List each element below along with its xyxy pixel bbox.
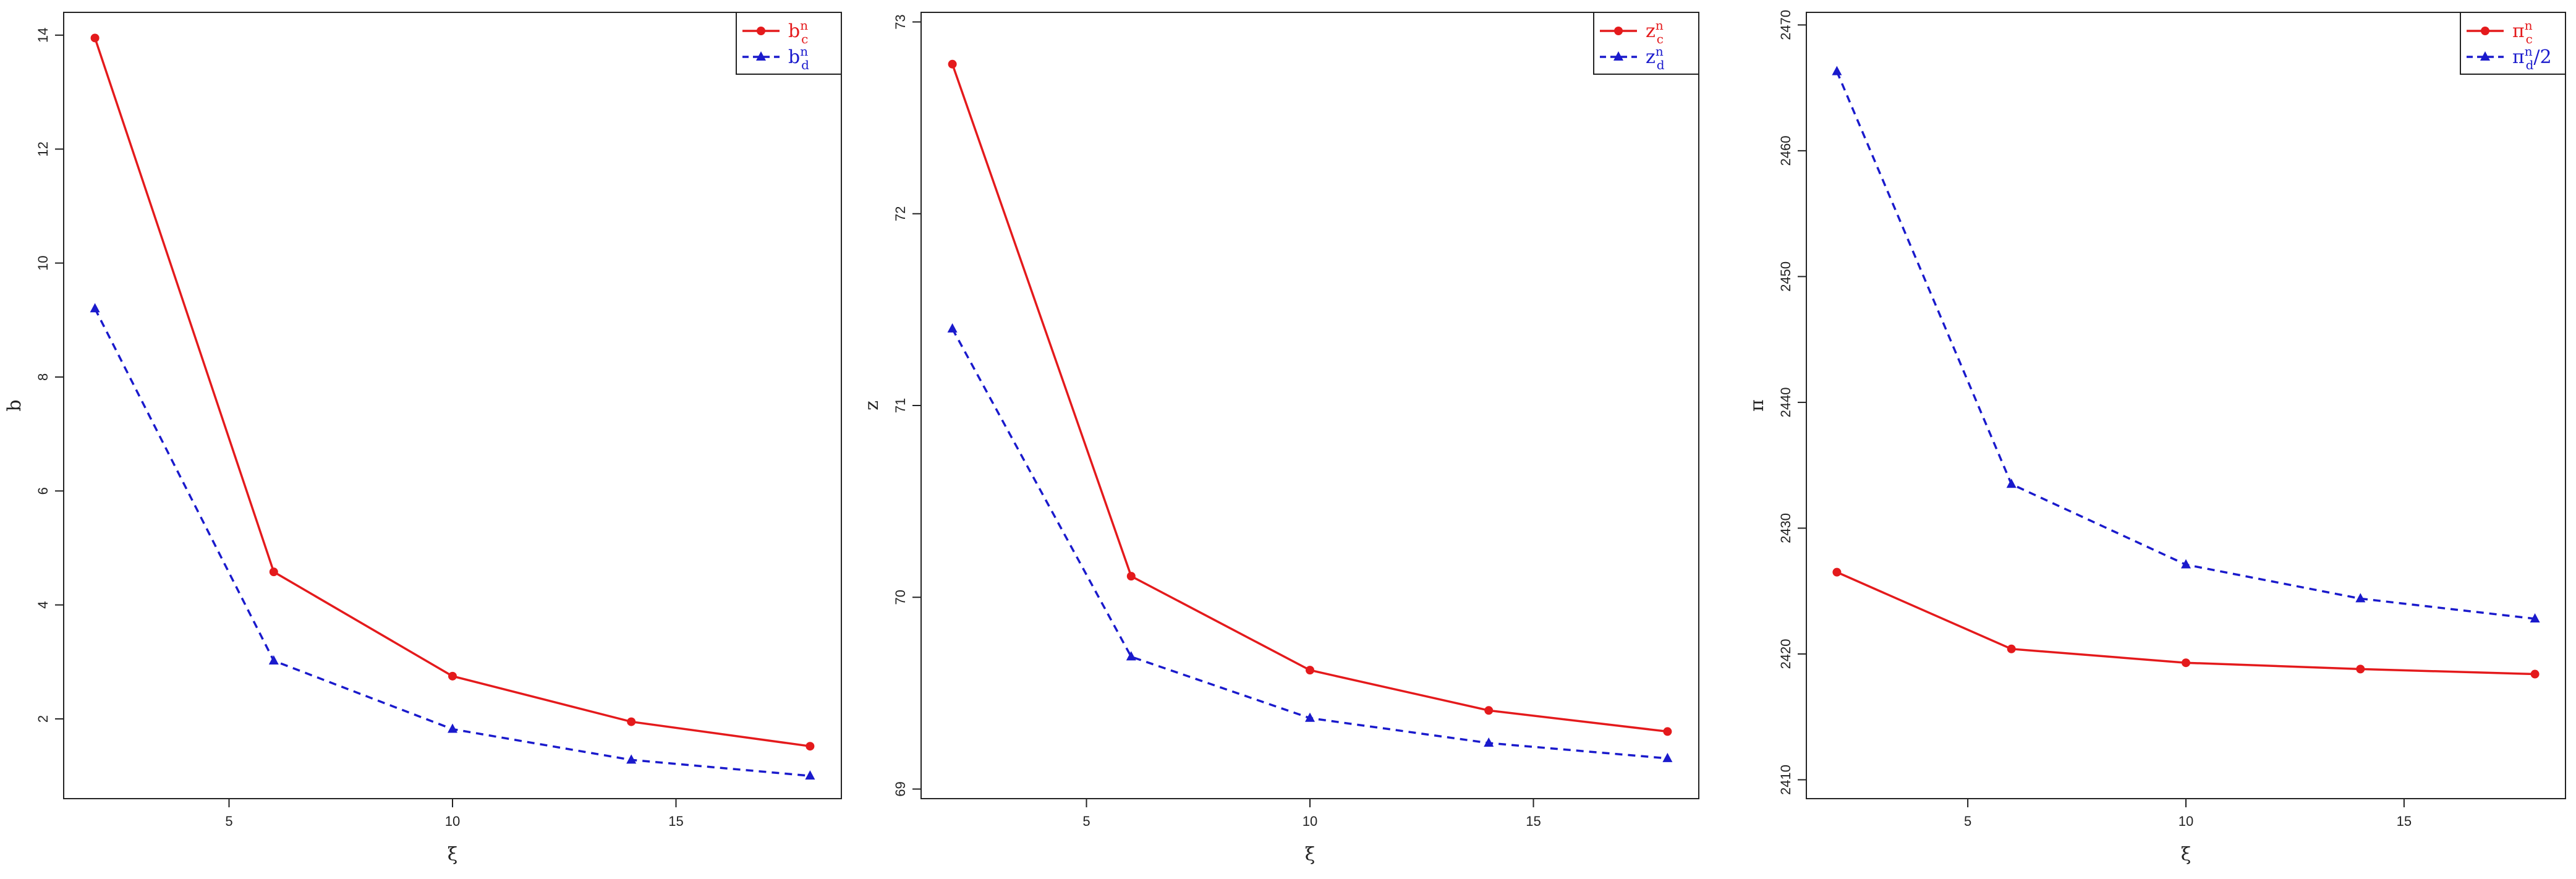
y-tick-label: 2 [35, 715, 51, 723]
series-line-2 [94, 308, 810, 777]
y-tick-label: 6 [35, 487, 51, 495]
chart-panel-3: 5 10 15 2410 2420 2430 2440 2450 2460 2470 ξ π πn cπn… [1746, 10, 2566, 865]
legend: bn cbn d [736, 12, 842, 75]
data-point [626, 754, 637, 764]
x-axis-title: ξ [448, 844, 458, 865]
x-tick-label: 15 [1526, 813, 1541, 829]
y-tick-label: 71 [893, 398, 908, 413]
y-tick-label: 2430 [1778, 513, 1793, 543]
legend-label: zn c [1646, 18, 1664, 46]
data-point [1126, 651, 1136, 661]
legend-box [736, 12, 842, 75]
data-point [2182, 658, 2190, 668]
data-point [1832, 567, 1842, 577]
legend: πn cπn d/2 [2460, 12, 2566, 75]
data-point [2006, 478, 2017, 488]
legend-label: bn d [788, 44, 809, 72]
y-tick-label: 69 [893, 781, 908, 796]
chart-panel-1: 5 10 15 2 4 6 8 10 12 14 ξ b bn cbn d [4, 12, 842, 865]
data-point [947, 323, 958, 333]
y-tick-label: 2420 [1778, 639, 1793, 669]
y-tick-label: 2460 [1778, 135, 1793, 166]
legend-marker [1614, 27, 1623, 35]
y-tick-label: 10 [35, 255, 51, 270]
y-axis-title: π [1746, 399, 1768, 412]
x-axis-title: ξ [2181, 844, 2191, 865]
legend-box [2460, 12, 2566, 75]
x-tick-label: 5 [1964, 813, 1971, 829]
data-point [2007, 644, 2016, 653]
y-tick-label: 2470 [1778, 10, 1793, 40]
data-point [806, 742, 815, 751]
y-tick-label: 73 [893, 14, 908, 29]
y-tick-label: 14 [35, 28, 51, 43]
y-tick-label: 2410 [1778, 765, 1793, 795]
series-line-1 [93, 37, 810, 747]
legend-label: bn c [788, 18, 808, 46]
data-point [90, 303, 100, 313]
y-tick-label: 72 [893, 206, 908, 221]
data-point [1305, 712, 1315, 722]
data-point [2530, 669, 2540, 679]
legend-marker [2481, 27, 2489, 35]
x-tick-label: 15 [668, 813, 683, 829]
data-point [1484, 706, 1494, 715]
y-tick-label: 2450 [1778, 261, 1793, 292]
data-point [1126, 572, 1136, 581]
y-tick-label: 12 [35, 142, 51, 156]
plot-frame [1806, 12, 2566, 799]
legend-label: zn d [1646, 44, 1665, 72]
data-point [2530, 613, 2540, 622]
legend-marker [757, 27, 765, 35]
x-tick-label: 5 [1082, 813, 1090, 829]
legend-marker [1613, 51, 1623, 61]
x-tick-label: 10 [445, 813, 460, 829]
data-point [1662, 752, 1673, 762]
data-point [627, 717, 636, 726]
y-axis-title: z [861, 401, 883, 410]
x-tick-label: 10 [2179, 813, 2193, 829]
data-point [805, 770, 815, 780]
y-tick-label: 70 [893, 590, 908, 605]
data-point [2356, 665, 2365, 674]
y-axis-title: b [4, 399, 25, 411]
legend-box [1593, 12, 1699, 75]
series-line-2 [1835, 70, 2535, 620]
y-tick-label: 4 [35, 601, 51, 608]
x-axis-title: ξ [1305, 844, 1316, 865]
data-point [1484, 737, 1494, 747]
data-point [948, 59, 957, 69]
data-point [2181, 559, 2191, 569]
x-tick-label: 5 [225, 813, 232, 829]
chart-panel-2: 5 10 15 69 70 71 72 73 ξ z zn czn d [861, 12, 1699, 865]
data-point [448, 671, 457, 681]
legend-label: πn c [2512, 18, 2533, 46]
legend-label: πn d/2 [2512, 44, 2552, 72]
data-point [1832, 66, 1842, 75]
legend-marker [2480, 51, 2490, 61]
data-point [1306, 666, 1314, 675]
x-tick-label: 15 [2397, 813, 2412, 829]
data-point [269, 567, 278, 577]
data-point [2355, 593, 2366, 603]
data-point [448, 723, 457, 733]
y-tick-label: 8 [35, 373, 51, 381]
series-line-2 [951, 328, 1668, 760]
legend-marker [756, 51, 766, 61]
data-point [1663, 727, 1672, 736]
legend: zn czn d [1593, 12, 1699, 75]
data-point [268, 655, 279, 665]
x-tick-label: 10 [1303, 813, 1317, 829]
data-point [90, 33, 100, 43]
plot-frame [63, 12, 842, 799]
plot-frame [920, 12, 1699, 799]
series-line-1 [951, 64, 1668, 733]
y-tick-label: 2440 [1778, 387, 1793, 417]
